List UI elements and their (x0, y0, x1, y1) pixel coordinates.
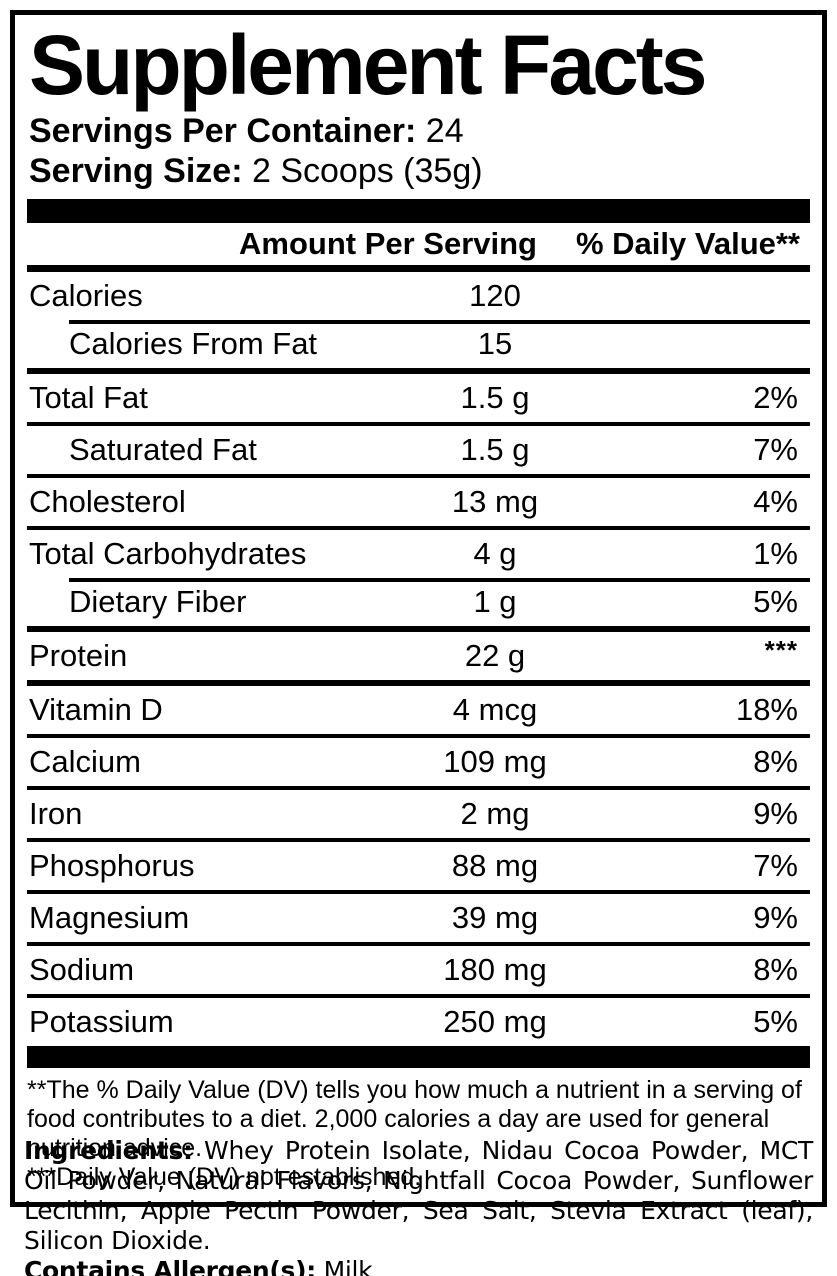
nutrient-label: Saturated Fat (69, 432, 257, 467)
nutrient-daily-value: 18% (735, 692, 798, 727)
nutrient-label: Calcium (29, 744, 141, 779)
nutrient-daily-value: 9% (753, 796, 798, 831)
amount-per-serving-header: Amount Per Serving (239, 226, 537, 261)
nutrient-label: Calories From Fat (69, 326, 318, 361)
nutrient-daily-value: 7% (753, 848, 798, 883)
nutrient-amount: 22 g (464, 638, 526, 673)
nutrient-row: Protein 22 g *** (27, 626, 810, 680)
nutrient-label: Cholesterol (29, 484, 186, 519)
nutrient-row: Sodium 180 mg 8% (27, 942, 810, 994)
footnote-daily-value: **The % Daily Value (DV) tells you how m… (27, 1076, 802, 1162)
nutrient-amount: 1.5 g (460, 380, 530, 415)
allergen-value: Milk (315, 1256, 373, 1276)
allergen-line: Contains Allergen(s): Milk (24, 1256, 813, 1276)
nutrient-amount: 250 mg (443, 1004, 547, 1039)
nutrient-daily-value: 8% (753, 952, 798, 987)
nutrient-row: Calcium 109 mg 8% (27, 734, 810, 786)
ingredients-section: Ingredients: Whey Protein Isolate, Nidau… (24, 1136, 813, 1276)
nutrient-daily-value: *** (764, 635, 798, 665)
daily-value-header: % Daily Value** (575, 226, 800, 261)
nutrient-daily-value: 9% (753, 900, 798, 935)
nutrient-amount: 4 mcg (452, 692, 538, 727)
allergen-label: Contains Allergen(s): (24, 1256, 316, 1276)
nutrient-label: Dietary Fiber (69, 584, 247, 619)
nutrient-label: Total Carbohydrates (29, 536, 307, 571)
nutrient-amount: 13 mg (451, 484, 539, 519)
nutrient-label: Phosphorus (29, 848, 195, 883)
nutrient-label: Calories (29, 278, 143, 313)
nutrient-row: Calories From Fat 15 (27, 320, 810, 368)
nutrient-amount: 180 mg (443, 952, 547, 987)
servings-per-container: Servings Per Container: 24 (29, 111, 810, 151)
nutrient-daily-value: 7% (753, 432, 798, 467)
divider-bar-bottom (27, 1046, 810, 1068)
nutrient-amount: 109 mg (443, 744, 547, 779)
nutrient-daily-value: 5% (753, 1004, 798, 1039)
ingredients-paragraph: Ingredients: Whey Protein Isolate, Nidau… (24, 1136, 813, 1256)
nutrient-row: Phosphorus 88 mg 7% (27, 838, 810, 890)
nutrient-amount: 2 mg (460, 796, 530, 831)
nutrient-label: Sodium (29, 952, 135, 987)
nutrient-row: Vitamin D 4 mcg 18% (27, 680, 810, 734)
nutrient-label: Magnesium (29, 900, 190, 935)
servings-per-container-label: Servings Per Container: (29, 112, 417, 150)
panel-title: Supplement Facts (29, 18, 707, 112)
nutrient-label: Vitamin D (29, 692, 163, 727)
nutrient-row: Cholesterol 13 mg 4% (27, 474, 810, 526)
nutrient-label: Protein (29, 638, 128, 673)
footnotes: **The % Daily Value (DV) tells you how m… (27, 1068, 810, 1192)
serving-size-label: Serving Size: (29, 152, 243, 190)
nutrient-daily-value: 5% (753, 584, 798, 619)
nutrient-amount: 1 g (473, 584, 517, 619)
nutrient-row: Calories 120 (27, 272, 810, 320)
ingredients-text: Whey Protein Isolate, Nidau Cocoa Powder… (24, 1136, 813, 1255)
ingredients-label: Ingredients: (24, 1136, 193, 1165)
nutrient-label: Potassium (29, 1004, 174, 1039)
divider-bar-top (27, 199, 810, 223)
nutrient-daily-value: 2% (753, 380, 798, 415)
nutrient-label: Total Fat (29, 380, 148, 415)
nutrient-amount: 15 (477, 326, 513, 361)
servings-per-container-value: 24 (425, 112, 464, 150)
nutrient-amount: 120 (469, 278, 521, 313)
nutrient-row: Saturated Fat 1.5 g 7% (27, 422, 810, 474)
serving-size: Serving Size: 2 Scoops (35g) (29, 151, 810, 191)
nutrient-row: Iron 2 mg 9% (27, 786, 810, 838)
nutrient-amount: 88 mg (451, 848, 539, 883)
nutrient-daily-value: 1% (753, 536, 798, 571)
nutrient-rows: Calories 120 Calories From Fat 15 Total … (27, 272, 810, 1046)
nutrient-row: Total Fat 1.5 g 2% (27, 368, 810, 422)
nutrient-row: Magnesium 39 mg 9% (27, 890, 810, 942)
footnote-not-established: ***Daily Value (DV) not established. (27, 1163, 422, 1191)
nutrient-amount: 1.5 g (460, 432, 530, 467)
facts-box: Supplement Facts Servings Per Container:… (10, 10, 827, 1207)
nutrient-daily-value: 4% (753, 484, 798, 519)
nutrient-row: Potassium 250 mg 5% (27, 994, 810, 1046)
nutrient-daily-value: 8% (753, 744, 798, 779)
nutrient-amount: 4 g (473, 536, 517, 571)
serving-size-value: 2 Scoops (35g) (251, 152, 483, 190)
nutrient-amount: 39 mg (451, 900, 539, 935)
table-header: Amount Per Serving % Daily Value** (27, 223, 810, 272)
nutrient-label: Iron (29, 796, 83, 831)
nutrient-row: Dietary Fiber 1 g 5% (27, 578, 810, 626)
nutrient-row: Total Carbohydrates 4 g 1% (27, 526, 810, 578)
